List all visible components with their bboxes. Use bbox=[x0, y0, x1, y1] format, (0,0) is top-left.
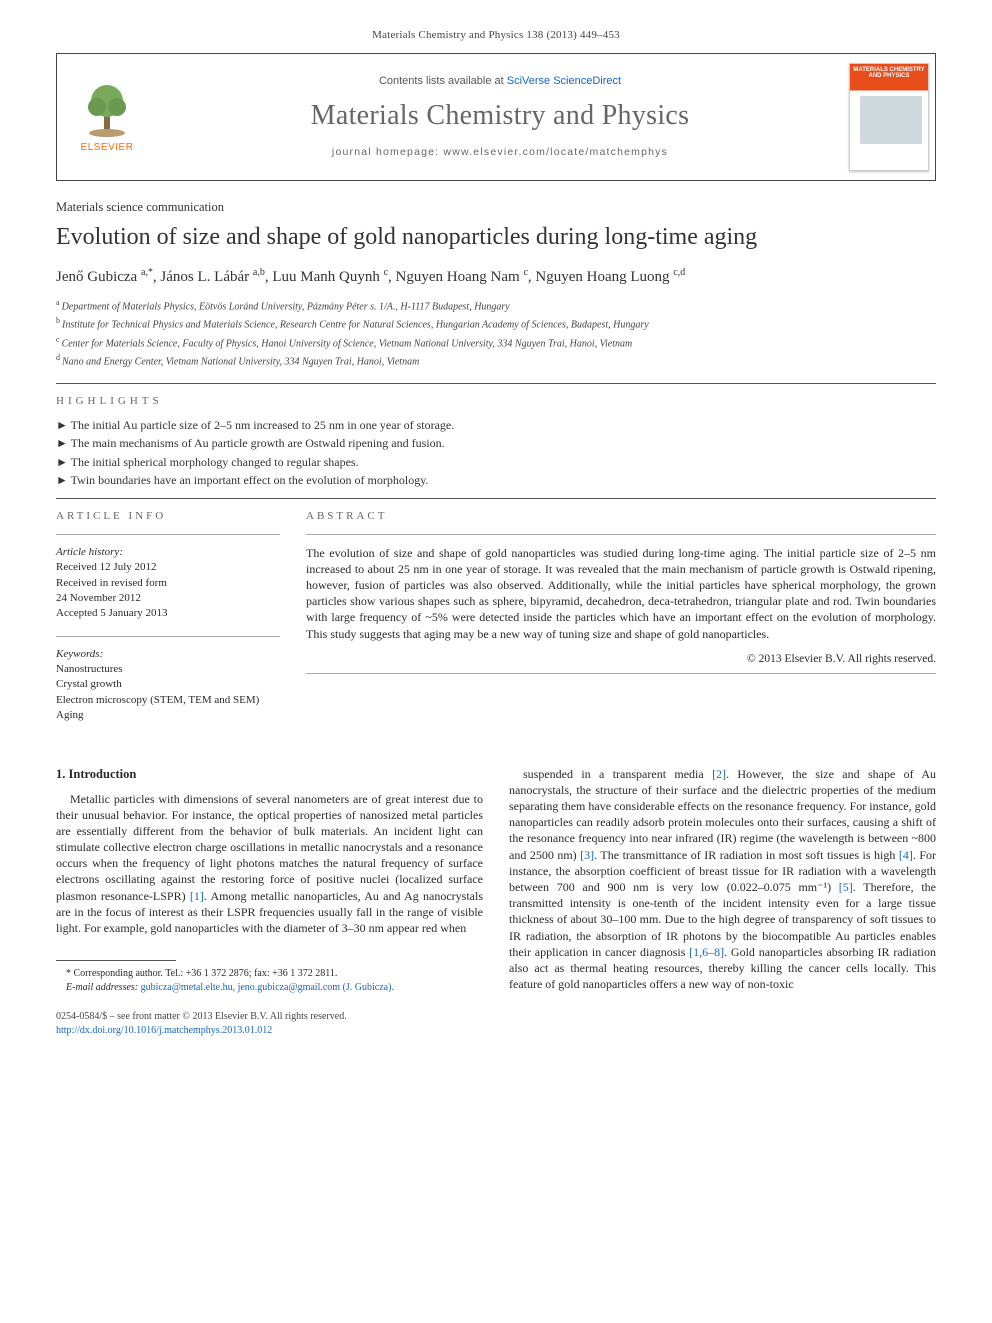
highlight-item: Twin boundaries have an important effect… bbox=[56, 472, 936, 488]
info-abstract-row: article info Article history: Received 1… bbox=[56, 509, 936, 738]
email-links[interactable]: gubicza@metal.elte.hu, jeno.gubicza@gmai… bbox=[141, 982, 394, 993]
keywords-block: Keywords: NanostructuresCrystal growthEl… bbox=[56, 647, 280, 724]
abstract-rule bbox=[306, 534, 936, 535]
keyword-line: Crystal growth bbox=[56, 677, 280, 692]
copyright-line: © 2013 Elsevier B.V. All rights reserved… bbox=[306, 652, 936, 668]
article-title: Evolution of size and shape of gold nano… bbox=[56, 222, 936, 252]
article-info-heading: article info bbox=[56, 509, 280, 524]
homepage-prefix: journal homepage: bbox=[332, 146, 444, 158]
corresponding-author-note: * Corresponding author. Tel.: +36 1 372 … bbox=[56, 967, 483, 981]
elsevier-tree-icon bbox=[77, 79, 137, 139]
history-line: Received 12 July 2012 bbox=[56, 560, 280, 575]
history-label: Article history: bbox=[56, 545, 280, 560]
highlight-item: The initial spherical morphology changed… bbox=[56, 454, 936, 470]
body-column-right: suspended in a transparent media [2]. Ho… bbox=[509, 766, 936, 995]
affiliations: aDepartment of Materials Physics, Eötvös… bbox=[56, 297, 936, 369]
highlights-heading: highlights bbox=[56, 394, 936, 409]
cover-title: MATERIALS CHEMISTRY AND PHYSICS bbox=[853, 67, 925, 80]
intro-paragraph-right: suspended in a transparent media [2]. Ho… bbox=[509, 766, 936, 993]
cover-box: MATERIALS CHEMISTRY AND PHYSICS bbox=[849, 63, 929, 171]
journal-cover-thumb[interactable]: MATERIALS CHEMISTRY AND PHYSICS bbox=[843, 54, 935, 180]
history-line: Accepted 5 January 2013 bbox=[56, 606, 280, 621]
abstract-text: The evolution of size and shape of gold … bbox=[306, 545, 936, 642]
history-line: Received in revised form bbox=[56, 576, 280, 591]
abstract-end-rule bbox=[306, 673, 936, 674]
article-history: Article history: Received 12 July 2012Re… bbox=[56, 545, 280, 622]
keyword-line: Nanostructures bbox=[56, 662, 280, 677]
page-footer: 0254-0584/$ – see front matter © 2013 El… bbox=[56, 1010, 936, 1037]
contents-prefix: Contents lists available at bbox=[379, 75, 507, 87]
publisher-name: ELSEVIER bbox=[81, 141, 134, 155]
highlight-item: The initial Au particle size of 2–5 nm i… bbox=[56, 417, 936, 433]
introduction-heading: 1. Introduction bbox=[56, 766, 483, 783]
email-addresses: E-mail addresses: gubicza@metal.elte.hu,… bbox=[56, 981, 483, 995]
keyword-line: Aging bbox=[56, 708, 280, 723]
journal-citation: Materials Chemistry and Physics 138 (201… bbox=[56, 28, 936, 43]
section-rule bbox=[56, 383, 936, 384]
homepage-url[interactable]: www.elsevier.com/locate/matchemphys bbox=[443, 146, 668, 158]
section-rule bbox=[56, 498, 936, 499]
affiliation-line: aDepartment of Materials Physics, Eötvös… bbox=[56, 297, 936, 314]
contents-available-line: Contents lists available at SciVerse Sci… bbox=[379, 74, 621, 89]
intro-paragraph-left: Metallic particles with dimensions of se… bbox=[56, 791, 483, 937]
affiliation-line: bInstitute for Technical Physics and Mat… bbox=[56, 315, 936, 332]
highlight-item: The main mechanisms of Au particle growt… bbox=[56, 435, 936, 451]
abstract-heading: abstract bbox=[306, 509, 936, 524]
header-center: Contents lists available at SciVerse Sci… bbox=[157, 54, 843, 180]
publisher-logo[interactable]: ELSEVIER bbox=[57, 54, 157, 180]
body-two-columns: 1. Introduction Metallic particles with … bbox=[56, 766, 936, 995]
author-list: Jenő Gubicza a,*, János L. Lábár a,b, Lu… bbox=[56, 266, 936, 287]
emails-label: E-mail addresses: bbox=[66, 982, 141, 993]
footnote-rule bbox=[56, 960, 176, 961]
journal-header: ELSEVIER Contents lists available at Sci… bbox=[56, 53, 936, 181]
journal-name: Materials Chemistry and Physics bbox=[311, 97, 690, 135]
body-column-left: 1. Introduction Metallic particles with … bbox=[56, 766, 483, 995]
footer-doi-link[interactable]: http://dx.doi.org/10.1016/j.matchemphys.… bbox=[56, 1024, 936, 1038]
affiliation-line: dNano and Energy Center, Vietnam Nationa… bbox=[56, 352, 936, 369]
info-rule bbox=[56, 636, 280, 637]
info-rule bbox=[56, 534, 280, 535]
abstract-column: abstract The evolution of size and shape… bbox=[306, 509, 936, 738]
history-line: 24 November 2012 bbox=[56, 591, 280, 606]
journal-homepage-line: journal homepage: www.elsevier.com/locat… bbox=[332, 145, 668, 159]
highlights-list: The initial Au particle size of 2–5 nm i… bbox=[56, 417, 936, 488]
keywords-label: Keywords: bbox=[56, 647, 280, 662]
footer-copyright: 0254-0584/$ – see front matter © 2013 El… bbox=[56, 1010, 936, 1024]
sciencedirect-link[interactable]: SciVerse ScienceDirect bbox=[507, 75, 621, 87]
article-type: Materials science communication bbox=[56, 199, 936, 216]
affiliation-line: cCenter for Materials Science, Faculty o… bbox=[56, 334, 936, 351]
keyword-line: Electron microscopy (STEM, TEM and SEM) bbox=[56, 693, 280, 708]
cover-image-placeholder bbox=[860, 96, 922, 144]
article-info-column: article info Article history: Received 1… bbox=[56, 509, 280, 738]
